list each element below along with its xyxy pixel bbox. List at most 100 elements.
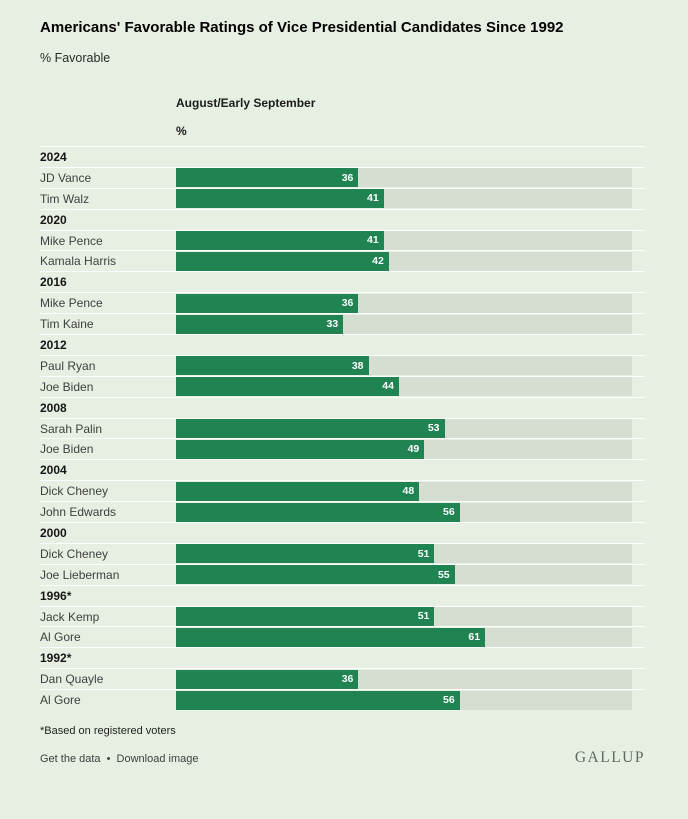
bar-fill: 55 bbox=[176, 565, 455, 585]
candidate-label: Dick Cheney bbox=[40, 484, 109, 499]
bar-fill: 38 bbox=[176, 356, 369, 376]
candidate-row: Dan Quayle 36 bbox=[40, 668, 645, 689]
candidate-row: Joe Biden 49 bbox=[40, 438, 645, 459]
bar-fill: 49 bbox=[176, 439, 425, 459]
bar-value-label: 44 bbox=[382, 380, 394, 393]
candidate-row: Jack Kemp 51 bbox=[40, 605, 645, 627]
candidate-label: John Edwards bbox=[40, 505, 117, 520]
get-the-data-link[interactable]: Get the data bbox=[40, 753, 101, 766]
candidate-row: Kamala Harris 42 bbox=[40, 250, 645, 271]
candidate-label: Joe Biden bbox=[40, 379, 94, 394]
bar-column-unit: % bbox=[176, 124, 187, 138]
candidate-label: Kamala Harris bbox=[40, 254, 117, 269]
year-row: 2020 bbox=[40, 208, 645, 230]
bar-track: 49 bbox=[176, 439, 632, 459]
bar-track: 36 bbox=[176, 168, 632, 188]
column-headers: August/Early September % bbox=[176, 96, 645, 139]
candidate-label: Dan Quayle bbox=[40, 672, 104, 687]
candidate-row: Sarah Palin 53 bbox=[40, 417, 645, 439]
candidate-row: Tim Kaine 33 bbox=[40, 313, 645, 334]
bar-value-label: 41 bbox=[367, 234, 379, 247]
bar-value-label: 55 bbox=[437, 568, 450, 581]
candidate-row: Al Gore 56 bbox=[40, 689, 645, 710]
bar-value-label: 41 bbox=[367, 192, 379, 205]
year-label: 2012 bbox=[40, 337, 67, 352]
bar-track: 38 bbox=[176, 356, 632, 376]
bar-fill: 51 bbox=[176, 607, 435, 627]
candidate-row: Tim Walz 41 bbox=[40, 187, 645, 209]
bar-track: 36 bbox=[176, 669, 632, 689]
chart-subtitle: % Favorable bbox=[40, 51, 111, 65]
year-row: 1992* bbox=[40, 647, 645, 668]
candidate-row: Paul Ryan 38 bbox=[40, 354, 645, 376]
year-row: 2016 bbox=[40, 271, 645, 292]
candidate-label: Tim Kaine bbox=[40, 317, 94, 332]
bar-value-label: 49 bbox=[407, 443, 420, 456]
year-label: 2004 bbox=[40, 463, 67, 478]
bar-fill: 44 bbox=[176, 377, 399, 397]
chart-footer: Get the data • Download image GALLUP bbox=[40, 749, 645, 767]
bar-fill: 36 bbox=[176, 168, 359, 188]
bar-value-label: 42 bbox=[372, 255, 384, 268]
bar-fill: 61 bbox=[176, 627, 486, 647]
candidate-row: Joe Biden 44 bbox=[40, 375, 645, 397]
bar-value-label: 56 bbox=[443, 505, 455, 518]
bar-fill: 36 bbox=[176, 293, 359, 313]
bar-track: 51 bbox=[176, 544, 632, 564]
bar-value-label: 56 bbox=[443, 693, 455, 706]
year-row: 1996* bbox=[40, 584, 645, 606]
bar-fill: 51 bbox=[176, 544, 435, 564]
candidate-label: Joe Lieberman bbox=[40, 567, 120, 582]
bar-fill: 56 bbox=[176, 690, 460, 710]
candidate-label: Paul Ryan bbox=[40, 358, 96, 373]
bar-value-label: 48 bbox=[402, 484, 415, 497]
candidate-row: Dick Cheney 51 bbox=[40, 542, 645, 564]
year-label: 2024 bbox=[40, 149, 67, 164]
bar-track: 41 bbox=[176, 231, 632, 250]
bar-fill: 56 bbox=[176, 502, 460, 522]
chart-rows: 2024 JD Vance 36 Tim Walz 41 2020 Mike P… bbox=[40, 146, 645, 710]
download-image-link[interactable]: Download image bbox=[116, 753, 199, 766]
chart-footnote: *Based on registered voters bbox=[40, 725, 176, 738]
year-row: 2004 bbox=[40, 459, 645, 480]
bar-fill: 33 bbox=[176, 314, 344, 334]
bar-value-label: 38 bbox=[351, 359, 364, 372]
candidate-label: Tim Walz bbox=[40, 191, 90, 206]
candidate-row: Dick Cheney 48 bbox=[40, 480, 645, 501]
year-label: 1992* bbox=[40, 651, 72, 666]
candidate-row: Mike Pence 36 bbox=[40, 292, 645, 313]
candidate-label: JD Vance bbox=[40, 170, 92, 185]
candidate-label: Dick Cheney bbox=[40, 546, 109, 561]
link-separator: • bbox=[106, 753, 111, 766]
bar-fill: 41 bbox=[176, 189, 384, 209]
bar-track: 56 bbox=[176, 502, 632, 522]
bar-value-label: 36 bbox=[341, 672, 354, 685]
year-label: 2020 bbox=[40, 212, 67, 227]
year-row: 2012 bbox=[40, 334, 645, 355]
year-row: 2000 bbox=[40, 522, 645, 543]
bar-track: 41 bbox=[176, 189, 632, 209]
candidate-row: JD Vance 36 bbox=[40, 166, 645, 188]
chart-title: Americans' Favorable Ratings of Vice Pre… bbox=[40, 19, 564, 36]
gallup-chart-page: Americans' Favorable Ratings of Vice Pre… bbox=[40, 19, 645, 767]
bar-value-label: 53 bbox=[427, 422, 440, 435]
bar-track: 48 bbox=[176, 481, 632, 501]
candidate-label: Al Gore bbox=[40, 630, 81, 645]
bar-value-label: 51 bbox=[417, 610, 430, 623]
bar-fill: 42 bbox=[176, 251, 389, 271]
bar-track: 42 bbox=[176, 251, 632, 271]
bar-track: 44 bbox=[176, 377, 632, 397]
candidate-label: Joe Biden bbox=[40, 442, 94, 457]
bar-track: 56 bbox=[176, 690, 632, 710]
bar-track: 51 bbox=[176, 607, 632, 627]
candidate-row: John Edwards 56 bbox=[40, 501, 645, 522]
bar-track: 55 bbox=[176, 565, 632, 585]
bar-track: 61 bbox=[176, 627, 632, 647]
bar-track: 53 bbox=[176, 419, 632, 439]
year-row: 2008 bbox=[40, 396, 645, 418]
candidate-label: Mike Pence bbox=[40, 233, 103, 248]
bar-value-label: 33 bbox=[326, 317, 339, 330]
candidate-label: Al Gore bbox=[40, 693, 81, 708]
candidate-label: Sarah Palin bbox=[40, 421, 103, 436]
gallup-logo: GALLUP bbox=[574, 749, 645, 767]
